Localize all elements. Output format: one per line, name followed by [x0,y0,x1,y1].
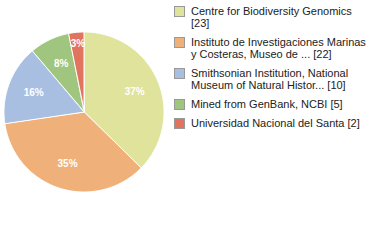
svg-text:8%: 8% [54,58,69,69]
svg-text:16%: 16% [24,87,44,98]
html-text:Universidad Nacional del Santa: Universidad Nacional del Santa [2] [191,117,360,129]
html-text:Mined from GenBank, NCBI [5]: Mined from GenBank, NCBI [5] [191,98,343,110]
svg-text:37%: 37% [125,86,145,97]
html-text:Smithsonian Institution, Natio: Smithsonian Institution, National Museum… [191,67,349,91]
svg-text:3%: 3% [71,38,86,49]
svg-text:35%: 35% [58,158,78,169]
html-text:Centre for Biodiversity Genomi: Centre for Biodiversity Genomics [23] [191,5,352,29]
html-text:Instituto de Investigaciones M: Instituto de Investigaciones Marinas y C… [191,36,366,60]
